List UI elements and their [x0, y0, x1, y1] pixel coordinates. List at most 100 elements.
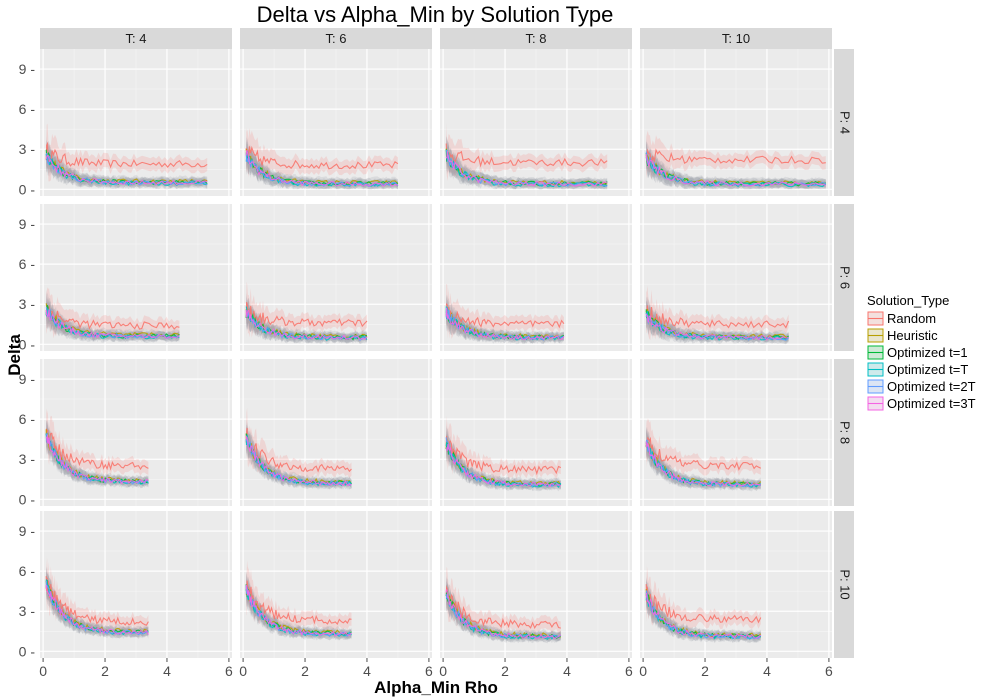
confidence-ribbon	[446, 136, 608, 190]
y-tick-label: 9 -	[19, 61, 36, 77]
confidence-ribbon	[246, 137, 398, 190]
x-tick-label: 4	[563, 663, 571, 679]
confidence-ribbon	[646, 130, 826, 181]
y-tick-label: 0 -	[19, 181, 36, 197]
series-line	[245, 580, 352, 625]
confidence-ribbon	[446, 135, 608, 189]
series-line	[445, 307, 565, 341]
series-line	[445, 435, 562, 476]
confidence-ribbon	[646, 575, 761, 641]
legend-label: Optimized t=3T	[887, 396, 976, 411]
series-line	[645, 156, 827, 188]
y-tick-label: 9 -	[19, 371, 36, 387]
row-strip	[834, 204, 854, 351]
series-line	[245, 154, 399, 188]
x-tick-label: 4	[163, 663, 171, 679]
row-strip-label: P: 10	[838, 569, 853, 599]
series-line	[245, 309, 368, 341]
y-axis-title: Delta	[5, 334, 24, 376]
series-line	[45, 584, 149, 635]
confidence-ribbon	[446, 138, 608, 190]
x-tick-label: 4	[363, 663, 371, 679]
column-strip	[40, 28, 232, 49]
column-strip	[240, 28, 432, 49]
confidence-ribbon	[46, 140, 208, 190]
confidence-ribbon	[646, 143, 826, 190]
x-axis-title: Alpha_Min Rho	[374, 678, 498, 697]
confidence-ribbon	[246, 138, 398, 190]
legend-label: Optimized t=T	[887, 362, 968, 377]
series-line	[645, 441, 761, 487]
series-line	[245, 427, 352, 473]
confidence-ribbon	[246, 293, 367, 345]
series-line	[645, 593, 762, 640]
row-strip	[834, 49, 854, 196]
x-tick-label: 6	[625, 663, 633, 679]
legend: Solution_Type Random Heuristic Optimized t…	[866, 293, 976, 412]
confidence-ribbon	[246, 139, 398, 190]
confidence-ribbon	[446, 423, 561, 491]
confidence-ribbon	[446, 566, 561, 635]
y-tick-label: 6 -	[19, 563, 36, 579]
series-line	[645, 305, 790, 329]
facet-panel	[440, 204, 632, 351]
column-strip-label: T: 6	[326, 31, 347, 46]
legend-label: Optimized t=2T	[887, 379, 976, 394]
confidence-ribbon	[646, 428, 761, 491]
series-line	[45, 304, 180, 330]
y-tick-label: 3 -	[19, 141, 36, 157]
series-line	[45, 308, 180, 340]
series-line	[645, 584, 762, 624]
confidence-ribbon	[446, 425, 561, 490]
facet-panel	[40, 359, 232, 506]
facet-panels: T: 4 T: 6 T: 8 T: 10 P: 4 P: 6 P: 8 P: 10	[40, 28, 854, 658]
x-tick-label: 2	[101, 663, 109, 679]
axes: 0 - 3 - 6 - 9 - 0 - 3 - 6 - 9 - 0 - 3 - 6 - 9 - 0 - 3…	[19, 61, 833, 679]
x-tick-label: 2	[501, 663, 509, 679]
x-tick-label: 0	[639, 663, 647, 679]
series-line	[245, 145, 399, 170]
series-line	[445, 149, 608, 187]
confidence-ribbon	[46, 416, 149, 486]
confidence-ribbon	[646, 428, 761, 490]
confidence-ribbon	[646, 141, 826, 189]
series-line	[445, 302, 565, 329]
facet-panel	[240, 359, 432, 506]
x-tick-label: 6	[825, 663, 833, 679]
confidence-ribbon	[446, 136, 608, 190]
confidence-ribbon	[446, 415, 561, 481]
y-tick-label: 6 -	[19, 256, 36, 272]
facet-panel	[40, 204, 232, 351]
confidence-ribbon	[446, 135, 608, 190]
confidence-ribbon	[446, 283, 564, 339]
series-line	[245, 302, 368, 328]
confidence-ribbon	[246, 281, 367, 339]
series-line	[245, 435, 352, 487]
series-line	[45, 154, 208, 186]
series-line	[45, 434, 149, 485]
x-tick-label: 2	[301, 663, 309, 679]
confidence-ribbon	[646, 298, 789, 345]
column-strip	[440, 28, 632, 49]
confidence-ribbon	[246, 140, 398, 190]
x-tick-label: 6	[225, 663, 233, 679]
facet-panel	[440, 511, 632, 658]
x-tick-label: 0	[439, 663, 447, 679]
confidence-ribbon	[446, 122, 608, 181]
row-strip-label: P: 6	[838, 266, 853, 289]
facet-panel	[640, 359, 832, 506]
y-tick-label: 6 -	[19, 101, 36, 117]
series-line	[45, 432, 149, 485]
column-strip-label: T: 10	[722, 31, 750, 46]
legend-label: Heuristic	[887, 328, 938, 343]
series-line	[445, 443, 562, 488]
facet-panel	[640, 49, 832, 196]
y-tick-label: 9 -	[19, 523, 36, 539]
x-tick-label: 2	[701, 663, 709, 679]
facet-panel	[440, 49, 632, 196]
x-tick-label: 6	[425, 663, 433, 679]
chart-title: Delta vs Alpha_Min by Solution Type	[257, 2, 614, 27]
confidence-ribbon	[246, 135, 398, 189]
